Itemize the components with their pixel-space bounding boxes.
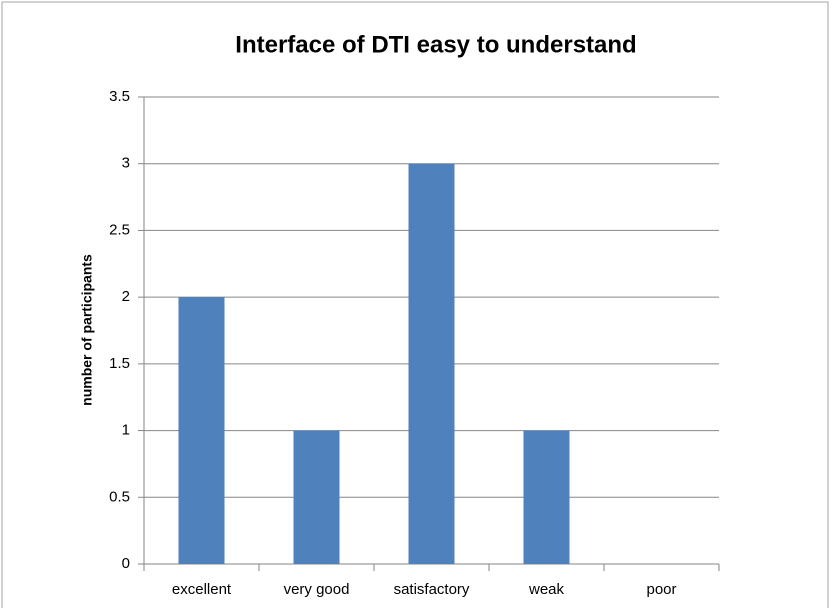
y-tick-label: 2.5 bbox=[109, 221, 130, 238]
x-tick-label: weak bbox=[528, 581, 565, 598]
x-tick-label: poor bbox=[646, 581, 676, 598]
x-tick-label: very good bbox=[284, 581, 350, 598]
bar bbox=[523, 430, 570, 564]
y-tick-label: 0.5 bbox=[109, 488, 130, 505]
y-tick-label: 0 bbox=[122, 555, 130, 572]
bar bbox=[293, 430, 340, 564]
y-tick-label: 3.5 bbox=[109, 88, 130, 105]
bar bbox=[178, 297, 225, 564]
bar bbox=[408, 163, 455, 564]
chart-title: Interface of DTI easy to understand bbox=[235, 31, 636, 58]
y-tick-label: 3 bbox=[122, 155, 130, 172]
y-axis-label: number of participants bbox=[79, 254, 95, 406]
y-tick-label: 1.5 bbox=[109, 355, 130, 372]
y-tick-label: 2 bbox=[122, 288, 130, 305]
x-tick-label: satisfactory bbox=[394, 581, 470, 598]
y-tick-label: 1 bbox=[122, 422, 130, 439]
x-tick-label: excellent bbox=[172, 581, 232, 598]
